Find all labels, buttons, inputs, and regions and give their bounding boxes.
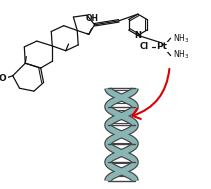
Text: O: O [0, 74, 6, 83]
Text: Pt: Pt [156, 42, 167, 51]
Text: N: N [134, 31, 141, 40]
Text: Cl: Cl [139, 42, 149, 51]
Text: NH$_3$: NH$_3$ [173, 33, 190, 45]
FancyArrowPatch shape [133, 69, 169, 119]
Text: NH$_3$: NH$_3$ [173, 48, 190, 61]
Text: OH: OH [85, 14, 98, 23]
